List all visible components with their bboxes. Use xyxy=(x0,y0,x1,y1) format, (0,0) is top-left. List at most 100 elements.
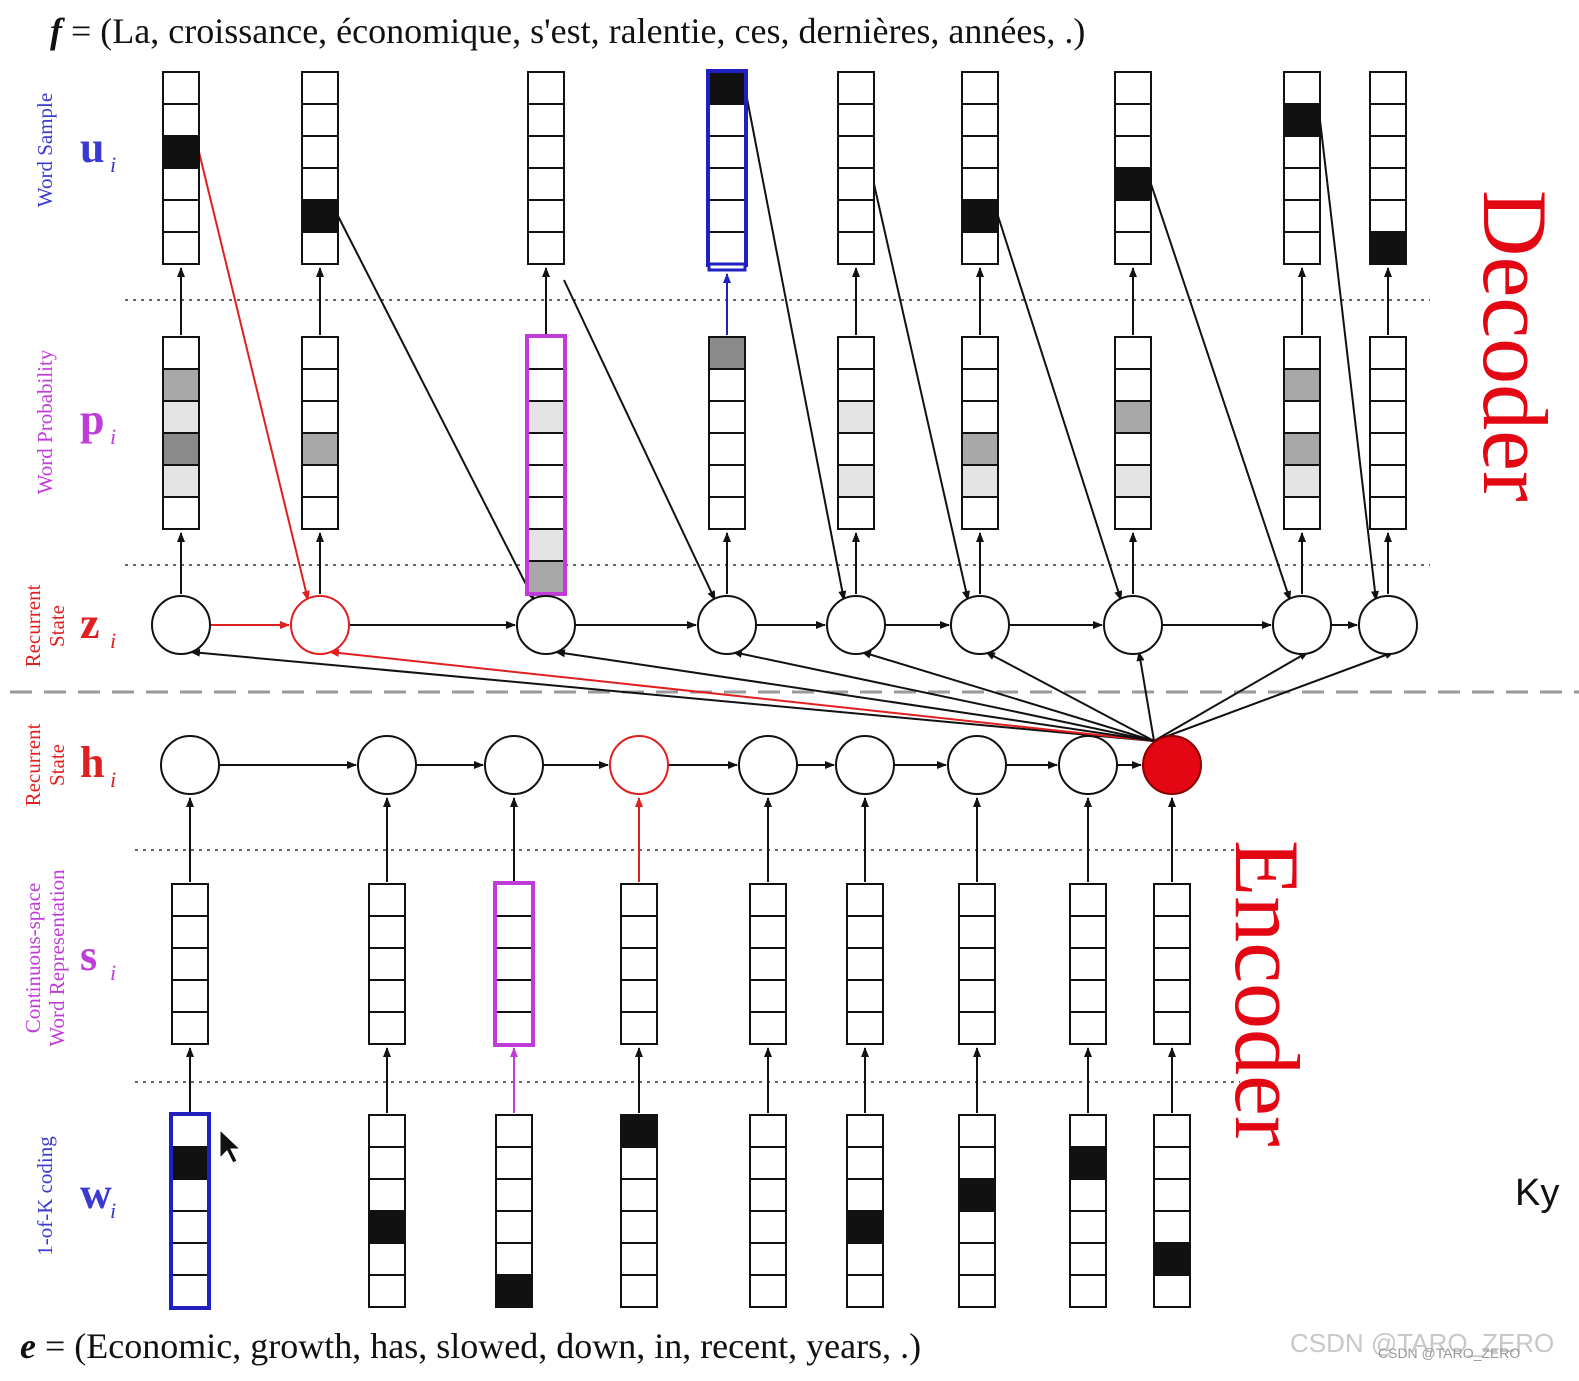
word-embedding-vector-cell xyxy=(749,1011,787,1045)
word-probability-vector-cell xyxy=(527,560,565,594)
word-embedding-vector-cell xyxy=(1153,1011,1191,1045)
one-hot-vector-cell xyxy=(368,1274,406,1308)
word-probability-vector-cell xyxy=(1283,464,1321,498)
word-sample-vector-cell xyxy=(961,71,999,105)
one-hot-vector-cell xyxy=(1069,1274,1107,1308)
encoder-label: Encoder xyxy=(1216,840,1318,1147)
summary-to-decoder-arrow xyxy=(555,649,1155,742)
encoder-state-node xyxy=(835,735,895,795)
one-hot-vector-cell xyxy=(620,1178,658,1212)
word-sample-vector-cell xyxy=(301,71,339,105)
summary-to-decoder-arrow xyxy=(985,651,1155,742)
feedback-arrow xyxy=(563,279,716,601)
word-probability-vector-cell xyxy=(301,496,339,530)
one-hot-vector-cell xyxy=(620,1274,658,1308)
word-probability-vector-highlight xyxy=(525,334,567,596)
one-hot-vector-cell xyxy=(495,1146,533,1180)
word-sample-vector-cell xyxy=(162,103,200,137)
word-probability-vector-cell xyxy=(961,368,999,402)
one-hot-vector-cell xyxy=(749,1274,787,1308)
word-sample-vector-cell xyxy=(527,71,565,105)
word-probability-vector-cell xyxy=(527,400,565,434)
word-probability-vector-cell xyxy=(527,528,565,562)
word-probability-vector-cell xyxy=(1369,496,1407,530)
row-caption: State xyxy=(45,605,69,647)
word-embedding-vector-cell xyxy=(846,883,884,917)
one-hot-vector-cell xyxy=(171,1210,209,1244)
nodes-layer xyxy=(151,69,1418,1310)
word-sample-vector-cell xyxy=(1369,199,1407,233)
feedback-arrow xyxy=(198,151,310,601)
word-probability-vector-cell xyxy=(162,368,200,402)
word-sample-vector-cell xyxy=(527,103,565,137)
one-hot-vector-cell xyxy=(749,1178,787,1212)
word-probability-vector-cell xyxy=(1283,368,1321,402)
word-sample-vector-cell xyxy=(301,199,339,233)
word-sample-vector-cell xyxy=(708,135,746,169)
word-sample-vector-cell xyxy=(837,167,875,201)
one-hot-vector-cell xyxy=(846,1274,884,1308)
feedback-arrow xyxy=(873,183,970,601)
one-hot-vector-cell xyxy=(1153,1274,1191,1308)
word-probability-vector-cell xyxy=(527,432,565,466)
word-sample-vector-cell xyxy=(527,135,565,169)
word-sample-vector-cell xyxy=(1283,199,1321,233)
word-probability-vector-cell xyxy=(527,368,565,402)
word-probability-vector-cell xyxy=(1283,400,1321,434)
word-probability-vector-cell xyxy=(162,496,200,530)
word-sample-vector-cell xyxy=(301,167,339,201)
word-embedding-vector-cell xyxy=(368,979,406,1013)
word-probability-vector-cell xyxy=(301,400,339,434)
one-hot-vector-cell xyxy=(846,1242,884,1276)
decoder-state-node xyxy=(1272,595,1332,655)
feedback-arrow xyxy=(337,215,535,601)
row-caption: Word Probability xyxy=(33,349,57,494)
word-embedding-vector-cell xyxy=(495,1011,533,1045)
word-embedding-vector-cell xyxy=(171,1011,209,1045)
word-embedding-vector-cell xyxy=(620,915,658,949)
row-symbol-s: s xyxy=(80,931,97,980)
word-embedding-vector-cell xyxy=(368,947,406,981)
decoder-state-node xyxy=(151,595,211,655)
decoder-label: Decoder xyxy=(1464,190,1566,502)
word-probability-vector-cell xyxy=(708,496,746,530)
word-sample-vector-cell xyxy=(1369,231,1407,265)
word-probability-vector-cell xyxy=(961,336,999,370)
french-sentence: f = (La, croissance, économique, s'est, … xyxy=(50,10,1579,52)
word-sample-vector-cell xyxy=(162,199,200,233)
one-hot-vector-cell xyxy=(1069,1146,1107,1180)
row-symbol-u: u xyxy=(80,123,104,172)
feedback-arrow xyxy=(1319,119,1379,601)
row-subscript-u: i xyxy=(110,152,116,177)
word-sample-vector-cell xyxy=(708,71,746,105)
word-embedding-vector-cell xyxy=(749,979,787,1013)
word-sample-vector-cell xyxy=(1369,71,1407,105)
word-probability-vector-cell xyxy=(837,400,875,434)
word-sample-vector-cell xyxy=(301,135,339,169)
one-hot-vector-cell xyxy=(846,1114,884,1148)
word-probability-vector-cell xyxy=(162,400,200,434)
word-sample-vector-cell xyxy=(1114,231,1152,265)
english-words: = (Economic, growth, has, slowed, down, … xyxy=(35,1326,922,1366)
word-sample-vector-cell xyxy=(1283,167,1321,201)
word-probability-vector-cell xyxy=(1369,336,1407,370)
word-sample-vector-cell xyxy=(1369,135,1407,169)
word-probability-vector-cell xyxy=(1369,400,1407,434)
word-probability-vector-cell xyxy=(162,432,200,466)
row-subscript-w: i xyxy=(110,1198,116,1223)
watermark-small: CSDN @TARO_ZERO xyxy=(1378,1345,1521,1361)
row-subscript-p: i xyxy=(110,424,116,449)
one-hot-vector-cell xyxy=(620,1210,658,1244)
word-embedding-vector-cell xyxy=(958,915,996,949)
word-probability-vector-cell xyxy=(708,368,746,402)
word-sample-vector-cell xyxy=(162,167,200,201)
word-sample-vector-cell xyxy=(961,135,999,169)
word-probability-vector-cell xyxy=(708,432,746,466)
word-embedding-vector-cell xyxy=(1069,1011,1107,1045)
word-embedding-vector-cell xyxy=(495,979,533,1013)
word-probability-vector-cell xyxy=(837,432,875,466)
one-hot-vector-cell xyxy=(171,1274,209,1308)
english-sentence: e = (Economic, growth, has, slowed, down… xyxy=(20,1325,1579,1367)
row-subscript-h: i xyxy=(110,767,116,792)
